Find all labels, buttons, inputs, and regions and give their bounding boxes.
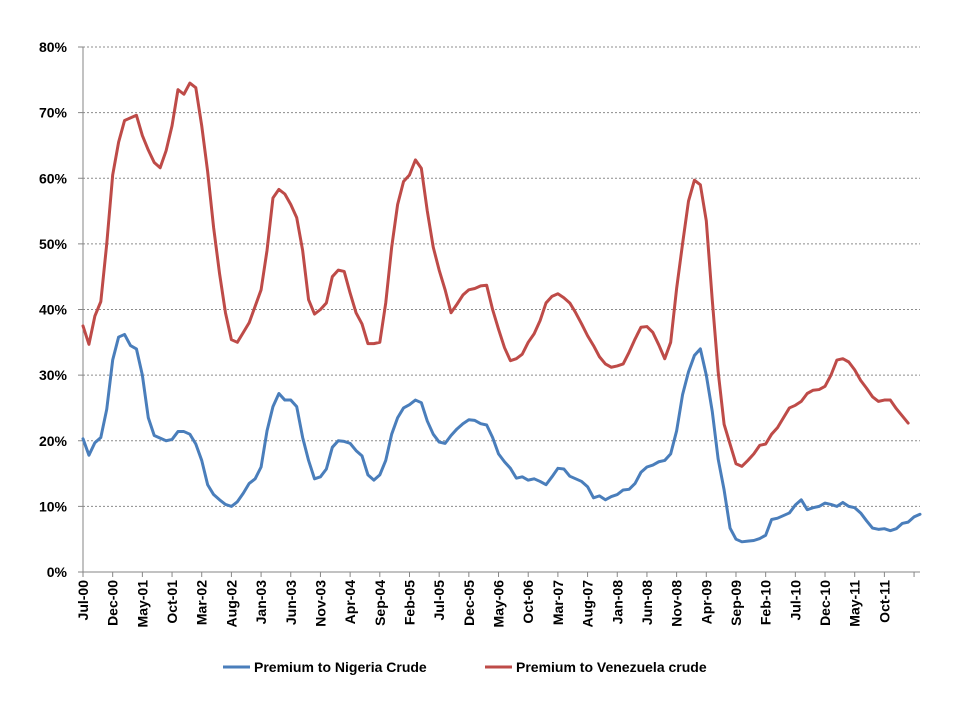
y-tick-label: 30% bbox=[39, 367, 68, 383]
x-tick-label: Jun-03 bbox=[283, 580, 299, 625]
y-tick-label: 20% bbox=[39, 433, 68, 449]
x-tick-label: Aug-07 bbox=[580, 580, 596, 628]
legend-label-venezuela: Premium to Venezuela crude bbox=[516, 659, 707, 675]
y-tick-label: 10% bbox=[39, 498, 68, 514]
x-tick-label: Jun-08 bbox=[639, 580, 655, 625]
y-axis: 0% 10% 20% 30% 40% 50% 60% 70% 80% bbox=[39, 39, 84, 580]
legend-label-nigeria: Premium to Nigeria Crude bbox=[254, 659, 427, 675]
x-tick-label: May-11 bbox=[847, 580, 863, 627]
x-tick-label: Dec-10 bbox=[817, 580, 833, 626]
x-tick-label: Mar-02 bbox=[194, 580, 210, 625]
x-tick-label: May-01 bbox=[134, 580, 150, 628]
x-tick-label: Jul-10 bbox=[787, 580, 803, 621]
y-tick-label: 60% bbox=[39, 170, 68, 186]
x-tick-label: Nov-08 bbox=[669, 580, 685, 627]
x-tick-label: Aug-02 bbox=[223, 580, 239, 628]
x-tick-label: Jul-00 bbox=[75, 580, 91, 621]
y-tick-label: 80% bbox=[39, 39, 68, 55]
x-tick-label: Jan-08 bbox=[609, 580, 625, 625]
x-tick-label: Mar-07 bbox=[550, 580, 566, 625]
x-tick-label: Nov-03 bbox=[312, 580, 328, 627]
x-tick-label: Feb-05 bbox=[401, 580, 417, 625]
y-tick-label: 0% bbox=[47, 564, 68, 580]
x-tick-label: Oct-01 bbox=[164, 580, 180, 624]
x-tick-label: Dec-05 bbox=[461, 580, 477, 626]
x-tick-label: Dec-00 bbox=[105, 580, 121, 626]
y-tick-label: 70% bbox=[39, 105, 68, 121]
series-layer bbox=[81, 81, 922, 544]
x-tick-label: Jan-03 bbox=[253, 580, 269, 625]
gridlines bbox=[83, 46, 920, 507]
x-tick-label: Sep-09 bbox=[728, 580, 744, 626]
series-line-venezuela bbox=[81, 81, 910, 468]
x-tick-label: Sep-04 bbox=[372, 580, 388, 626]
x-tick-label: May-06 bbox=[491, 580, 507, 628]
y-tick-label: 40% bbox=[39, 302, 68, 318]
x-tick-label: Apr-09 bbox=[698, 580, 714, 625]
x-tick-label: Oct-06 bbox=[520, 580, 536, 624]
series-line-nigeria bbox=[81, 332, 922, 544]
x-tick-label: Jul-05 bbox=[431, 580, 447, 621]
x-axis: Jul-00 Dec-00 May-01 Oct-01 Mar-02 Aug-02 Jan-… bbox=[75, 571, 920, 628]
x-tick-label: Feb-10 bbox=[758, 580, 774, 625]
y-tick-label: 50% bbox=[39, 236, 68, 252]
x-tick-label: Apr-04 bbox=[342, 580, 358, 625]
x-tick-label: Oct-11 bbox=[876, 580, 892, 623]
legend: Premium to Nigeria Crude Premium to Vene… bbox=[223, 659, 707, 675]
